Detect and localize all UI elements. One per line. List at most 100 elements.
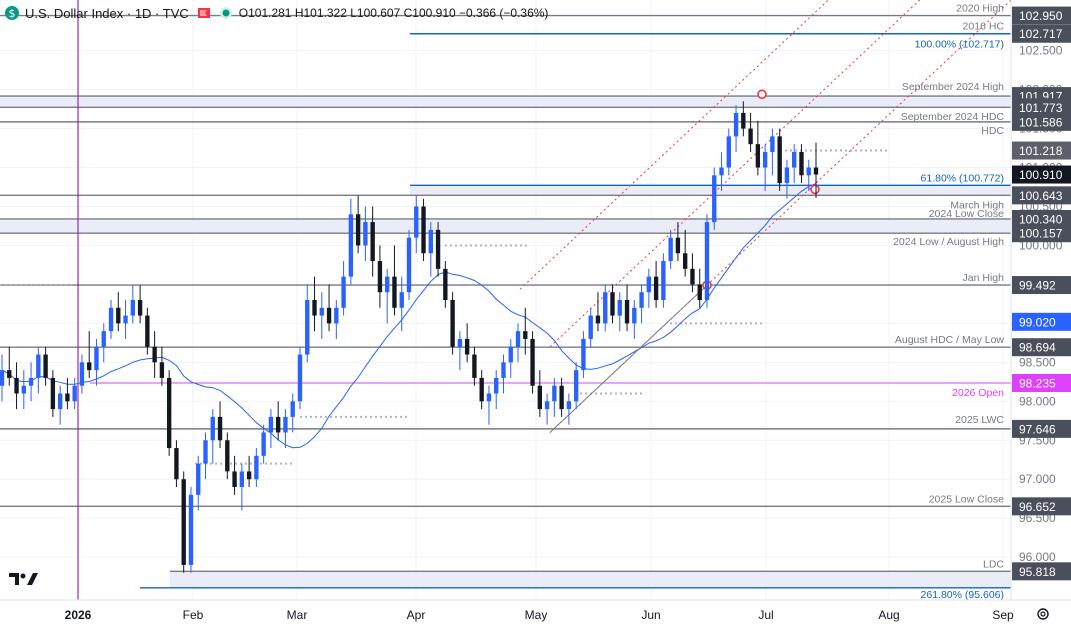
- candle-body: [697, 284, 702, 300]
- time-tick-label: Aug: [878, 608, 899, 622]
- candle-body: [523, 331, 528, 339]
- candle-body: [145, 315, 150, 347]
- price-tag: [1012, 186, 1071, 205]
- level-bands: [0, 96, 1011, 588]
- candle-body: [733, 112, 739, 137]
- candle-body: [755, 144, 761, 168]
- candle-body: [377, 261, 383, 293]
- level-label: Jan High: [963, 272, 1005, 284]
- time-tick-label: May: [525, 608, 548, 622]
- channel-mid: [549, 0, 921, 348]
- candle-body: [443, 268, 448, 300]
- price-tag-label: 100.340: [1019, 212, 1063, 226]
- hdc-label: HDC: [981, 125, 1004, 137]
- candle-body: [588, 315, 593, 339]
- price-tag: [1012, 224, 1071, 243]
- fib-label: 100.00% (102.717): [915, 39, 1004, 51]
- gear-icon[interactable]: [1036, 607, 1050, 621]
- candle-body: [559, 385, 564, 410]
- candle-body: [661, 261, 666, 300]
- symbol-title[interactable]: U.S. Dollar Index · 1D · TVC: [25, 5, 189, 21]
- candle-body: [36, 354, 41, 378]
- candle-body: [108, 307, 114, 332]
- candle-body: [806, 167, 811, 176]
- ohlc-low: L100.607: [350, 6, 401, 20]
- candle-body: [581, 338, 586, 371]
- price-tag: [1012, 338, 1071, 357]
- candle-body: [43, 354, 48, 378]
- candle-body: [312, 300, 317, 316]
- candle-body: [530, 338, 535, 386]
- candle-body: [472, 354, 477, 378]
- candle-body: [610, 292, 615, 316]
- price-tag-label: 102.950: [1019, 9, 1063, 23]
- level-label: 61.80% (100.772): [921, 172, 1004, 184]
- candle-body: [123, 315, 128, 324]
- price-axis[interactable]: 96.00096.50097.00097.50098.00098.50099.0…: [1010, 0, 1071, 600]
- candle-body: [370, 222, 375, 262]
- time-tick-label: Sep: [992, 608, 1014, 622]
- candle-body: [428, 229, 433, 254]
- candle-body: [21, 385, 26, 394]
- ohlc-change: −0.366 (−0.36%): [459, 6, 549, 20]
- candles: [0, 101, 819, 573]
- candle-body: [777, 136, 782, 184]
- candle-body: [784, 167, 790, 184]
- candle-body: [28, 377, 34, 386]
- candle-body: [268, 416, 274, 433]
- price-tag-label: 102.717: [1019, 27, 1063, 41]
- candle-body: [101, 331, 106, 347]
- candle-body: [254, 455, 259, 480]
- candle-body: [196, 463, 201, 495]
- price-tag: [1012, 6, 1071, 25]
- level-label: 2020 High: [956, 3, 1004, 15]
- candle-body: [246, 471, 252, 480]
- candle-body: [290, 401, 295, 417]
- level-label: 2025 Low Close: [929, 493, 1004, 505]
- ohlc-values: O101.281 H101.322 L100.607 C100.910 −0.3…: [239, 6, 549, 20]
- candle-body: [682, 253, 688, 269]
- price-tag-label: 96.652: [1019, 500, 1056, 514]
- candle-body: [690, 268, 695, 285]
- symbol-logo-icon: $: [5, 6, 19, 20]
- level-label: August HDC / May Low: [895, 334, 1005, 346]
- flag-icon[interactable]: [197, 7, 211, 19]
- time-tick-label: Mar: [287, 608, 308, 622]
- ohlc-close: C100.910: [403, 6, 456, 20]
- level-label: 2024 Low / August High: [893, 236, 1004, 248]
- candle-body: [334, 307, 339, 324]
- price-tag-label: 98.235: [1019, 376, 1056, 390]
- candle-body: [457, 338, 463, 347]
- candle-body: [232, 471, 237, 488]
- moving-average-line: [1, 183, 817, 449]
- candle-body: [639, 292, 644, 308]
- level-zone: [170, 571, 1011, 588]
- candle-body: [283, 416, 288, 433]
- price-tag: [1012, 98, 1071, 117]
- price-tag-label: 95.818: [1019, 565, 1056, 579]
- candle-body: [166, 377, 172, 449]
- candle-body: [217, 416, 223, 441]
- tradingview-logo[interactable]: [8, 570, 40, 593]
- candle-body: [792, 151, 797, 168]
- candle-body: [704, 222, 710, 300]
- candle-body: [726, 136, 731, 168]
- candle-body: [57, 393, 63, 410]
- price-tag: [1012, 312, 1071, 331]
- price-tag-label: 98.694: [1019, 341, 1056, 355]
- candle-body: [544, 401, 550, 410]
- candle-body: [188, 494, 194, 565]
- candle-body: [261, 432, 266, 456]
- candle-body: [50, 377, 56, 410]
- time-tick-label: Jun: [641, 608, 660, 622]
- candle-body: [79, 362, 85, 386]
- candle-body: [762, 151, 768, 168]
- candle-body: [486, 393, 492, 402]
- time-axis[interactable]: 2026 Feb Mar Apr May Jun Jul Aug Sep: [0, 599, 1071, 622]
- price-tag: [1012, 112, 1071, 131]
- candle-body: [319, 307, 324, 316]
- candle-body: [65, 393, 70, 402]
- candle-body: [399, 292, 404, 308]
- candle-body: [617, 300, 622, 316]
